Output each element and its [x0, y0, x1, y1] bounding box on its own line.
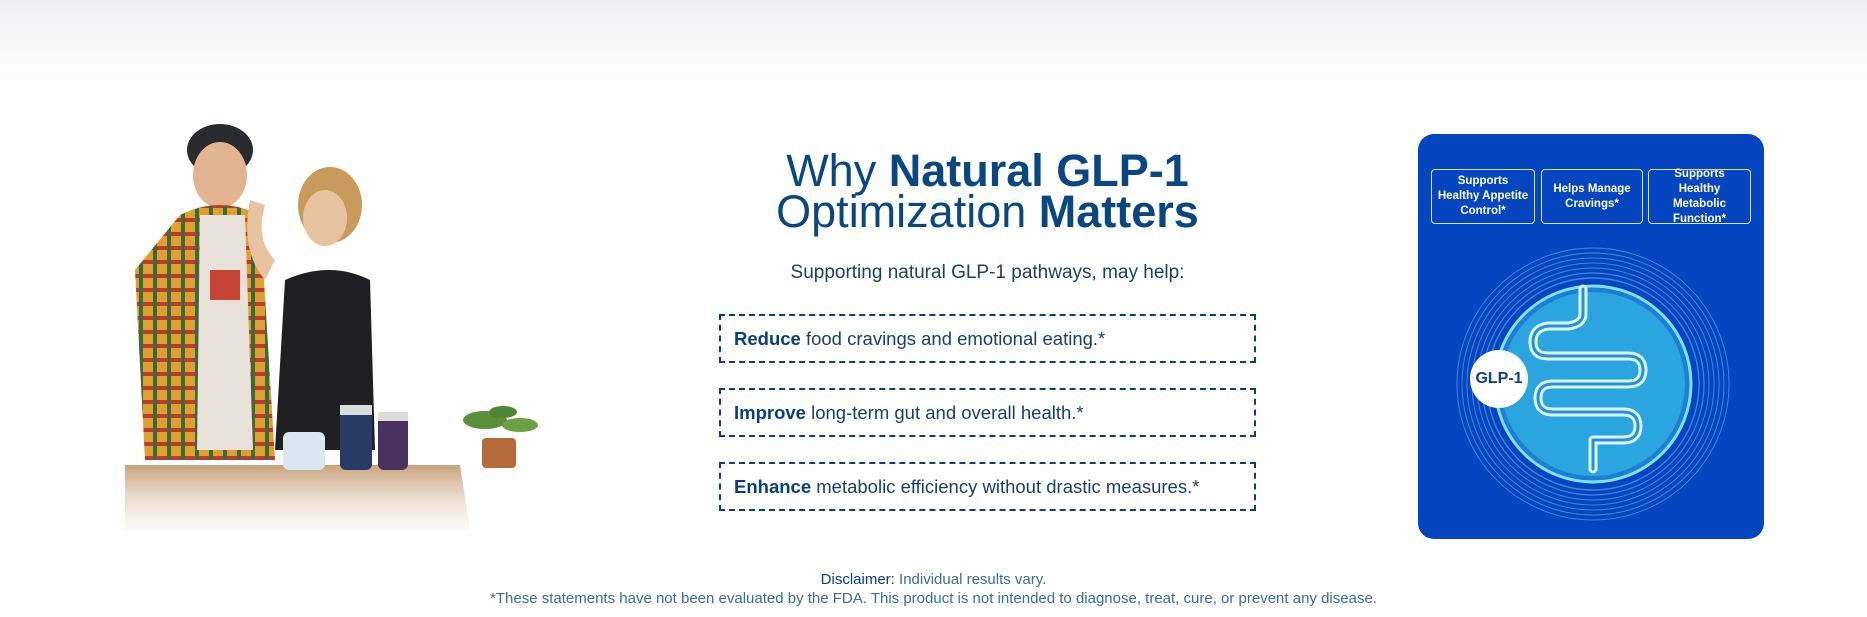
badge-appetite-control: Supports Healthy Appetite Control* [1431, 169, 1535, 224]
benefit-item-reduce: Reduce food cravings and emotional eatin… [719, 314, 1256, 363]
benefit-item-enhance: Enhance metabolic efficiency without dra… [719, 462, 1256, 511]
page-title: Why Natural GLP-1 Optimization Matters [776, 145, 1199, 237]
couple-photo [125, 120, 565, 530]
glp1-label-badge: GLP-1 [1470, 350, 1528, 408]
benefit-item-improve: Improve long-term gut and overall health… [719, 388, 1256, 437]
disclaimer-line-1: Disclaimer: Individual results vary. [820, 571, 1047, 588]
badge-manage-cravings: Helps Manage Cravings* [1541, 169, 1643, 224]
main-content: Why Natural GLP-1 Optimization Matters S… [700, 145, 1275, 284]
subheading: Supporting natural GLP-1 pathways, may h… [790, 262, 1185, 283]
badge-metabolic-function: Supports Healthy Metabolic Function* [1648, 168, 1751, 225]
glp1-info-card: Supports Healthy Appetite Control* Helps… [1418, 134, 1764, 539]
disclaimer-line-2: *These statements have not been evaluate… [490, 590, 1377, 607]
